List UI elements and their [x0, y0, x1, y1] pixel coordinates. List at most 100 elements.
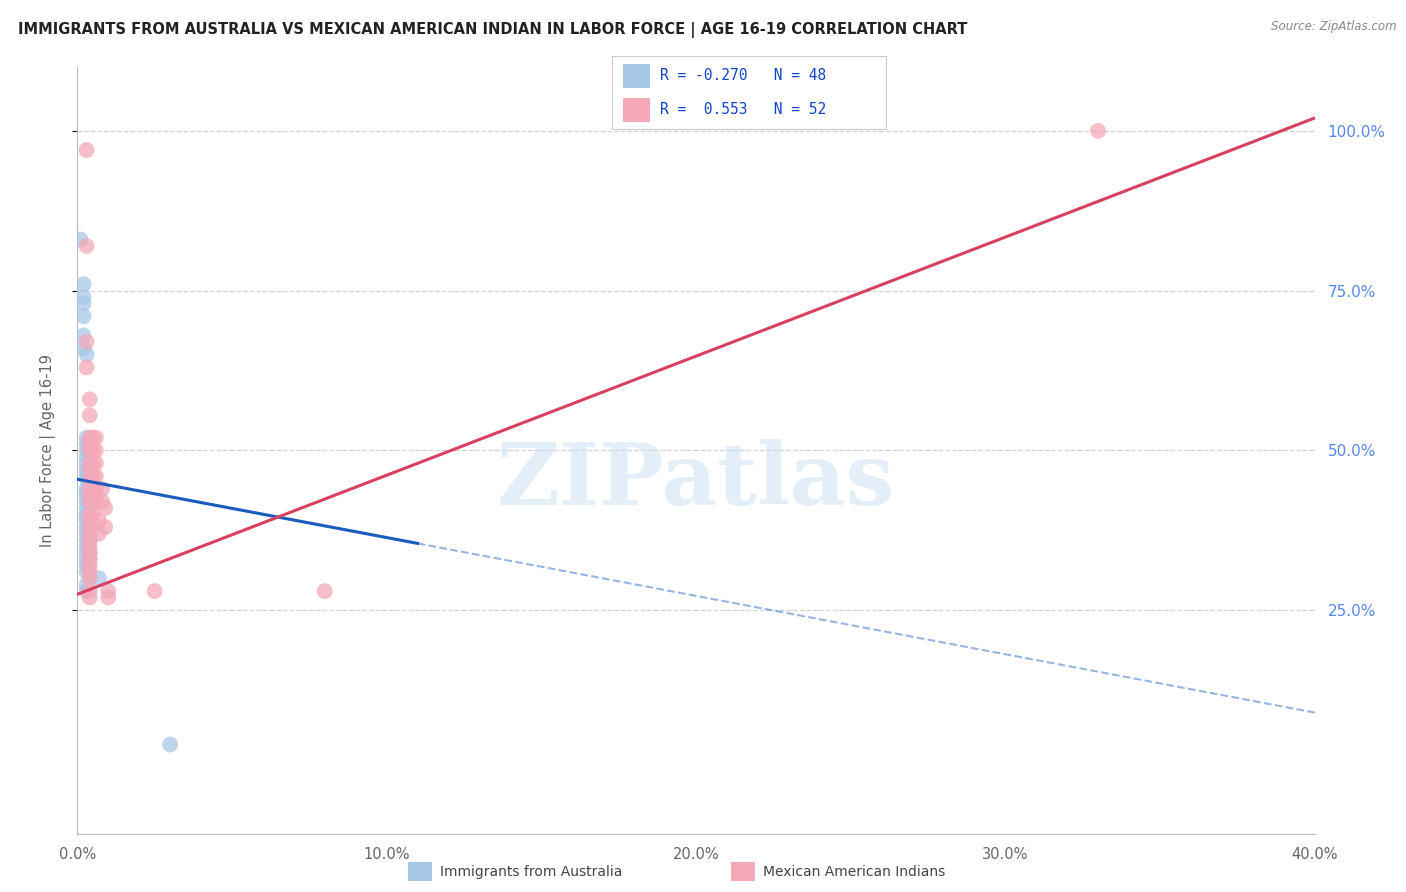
Point: [79, 392, 101, 407]
Point: [76, 514, 98, 528]
Text: Source: ZipAtlas.com: Source: ZipAtlas.com: [1271, 20, 1396, 33]
Point: [76, 565, 98, 579]
Point: [1087, 124, 1109, 138]
Point: [97, 591, 120, 605]
Point: [76, 450, 98, 464]
Point: [79, 546, 101, 560]
Text: R =  0.553   N = 52: R = 0.553 N = 52: [659, 103, 825, 118]
Point: [84, 443, 107, 458]
Point: [76, 488, 98, 502]
Point: [76, 485, 98, 500]
Point: [76, 508, 98, 522]
Point: [87, 514, 110, 528]
Point: [82, 456, 104, 470]
Point: [76, 143, 98, 157]
Point: [79, 450, 101, 464]
Point: [79, 494, 101, 508]
Point: [76, 533, 98, 547]
Point: [76, 584, 98, 599]
Point: [79, 520, 101, 534]
Point: [76, 334, 98, 349]
Point: [82, 494, 104, 508]
Point: [79, 552, 101, 566]
Point: [79, 552, 101, 566]
Point: [79, 482, 101, 496]
Point: [91, 482, 114, 496]
Point: [79, 472, 101, 486]
Text: Mexican American Indians: Mexican American Indians: [763, 865, 946, 880]
Y-axis label: In Labor Force | Age 16-19: In Labor Force | Age 16-19: [41, 354, 56, 547]
Point: [79, 443, 101, 458]
Point: [82, 482, 104, 496]
Point: [79, 431, 101, 445]
Point: [84, 494, 107, 508]
Point: [79, 533, 101, 547]
Point: [143, 584, 166, 599]
Point: [79, 456, 101, 470]
Point: [87, 571, 110, 585]
Point: [79, 494, 101, 508]
Point: [72, 328, 94, 343]
Point: [79, 546, 101, 560]
Point: [76, 501, 98, 516]
Text: ZIPatlas: ZIPatlas: [496, 439, 896, 523]
Point: [79, 533, 101, 547]
Point: [79, 591, 101, 605]
Text: R = -0.270   N = 48: R = -0.270 N = 48: [659, 68, 825, 83]
Point: [76, 539, 98, 553]
Point: [79, 571, 101, 585]
Point: [76, 443, 98, 458]
Point: [76, 472, 98, 486]
Point: [72, 277, 94, 292]
Point: [94, 520, 117, 534]
Point: [76, 360, 98, 375]
Point: [76, 546, 98, 560]
Point: [79, 437, 101, 451]
Point: [76, 469, 98, 483]
Point: [84, 456, 107, 470]
Point: [76, 347, 98, 362]
Point: [79, 488, 101, 502]
Point: [79, 462, 101, 476]
Point: [159, 738, 181, 752]
Point: [76, 431, 98, 445]
Point: [72, 341, 94, 355]
Point: [84, 488, 107, 502]
Point: [76, 494, 98, 508]
Point: [72, 290, 94, 304]
Point: [79, 514, 101, 528]
Point: [79, 520, 101, 534]
Point: [84, 482, 107, 496]
Point: [79, 565, 101, 579]
Point: [76, 578, 98, 592]
Point: [91, 494, 114, 508]
Point: [79, 443, 101, 458]
Point: [84, 494, 107, 508]
Point: [79, 526, 101, 541]
Point: [72, 296, 94, 310]
Point: [76, 552, 98, 566]
Point: [82, 443, 104, 458]
Point: [69, 232, 91, 246]
Point: [76, 510, 98, 524]
Point: [84, 469, 107, 483]
Point: [82, 508, 104, 522]
Point: [82, 488, 104, 502]
Point: [314, 584, 336, 599]
Point: [76, 526, 98, 541]
FancyBboxPatch shape: [623, 63, 650, 87]
Point: [79, 584, 101, 599]
Point: [82, 431, 104, 445]
Point: [79, 469, 101, 483]
Point: [76, 520, 98, 534]
Point: [79, 482, 101, 496]
Point: [94, 501, 117, 516]
Point: [79, 488, 101, 502]
Point: [72, 309, 94, 323]
Point: [76, 437, 98, 451]
Point: [79, 508, 101, 522]
Point: [79, 539, 101, 553]
Point: [76, 462, 98, 476]
Point: [87, 526, 110, 541]
Point: [97, 584, 120, 599]
